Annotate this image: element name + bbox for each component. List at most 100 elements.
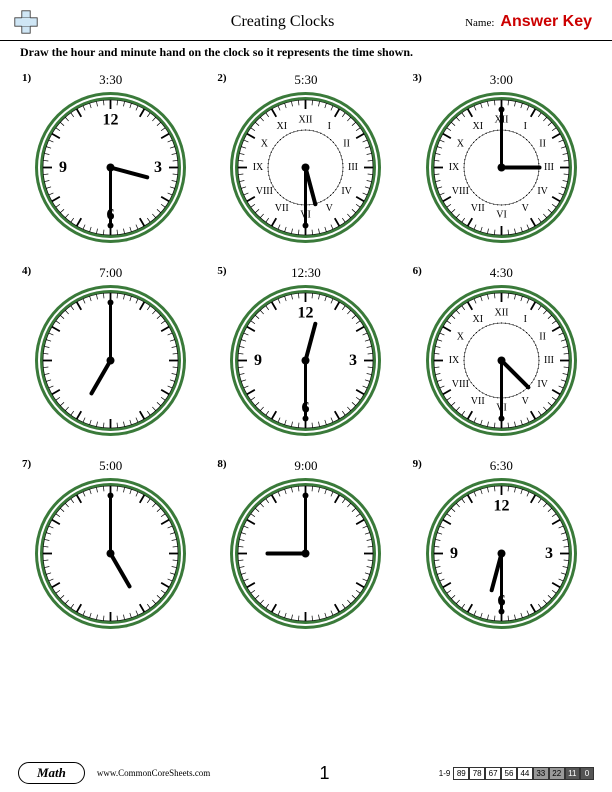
score-range: 1-9 [439, 769, 451, 778]
svg-text:VII: VII [471, 203, 485, 214]
clock-face: 12369 [424, 476, 579, 631]
svg-text:IX: IX [253, 162, 264, 173]
svg-text:IV: IV [537, 379, 548, 390]
problem-number: 1) [22, 72, 31, 84]
svg-text:XII: XII [299, 115, 313, 126]
header-left [12, 8, 40, 36]
svg-text:9: 9 [59, 159, 67, 176]
clock-cell: 7) 5:00 [18, 458, 203, 631]
svg-text:3: 3 [154, 159, 162, 176]
svg-text:I: I [328, 121, 331, 132]
svg-text:X: X [261, 138, 269, 149]
score-cell: 0 [580, 767, 594, 780]
time-label: 9:00 [213, 458, 398, 474]
clock-cell: 6) 4:30 XIIIIIIIIIVVVIVIIVIIIIXXXI [409, 265, 594, 438]
worksheet-footer: Math www.CommonCoreSheets.com 1 1-9 8978… [0, 762, 612, 784]
clock-face: XIIIIIIIIIVVVIVIIVIIIIXXXI [424, 90, 579, 245]
svg-text:II: II [539, 331, 546, 342]
clock-face: 12369 [228, 283, 383, 438]
score-cell: 33 [533, 767, 549, 780]
time-label: 5:30 [213, 72, 398, 88]
clock-wrap: 12369 [18, 90, 203, 245]
clock-face [33, 283, 188, 438]
worksheet-title: Creating Clocks [100, 13, 465, 31]
svg-text:II: II [344, 138, 351, 149]
clock-wrap [18, 476, 203, 631]
svg-text:IV: IV [342, 186, 353, 197]
clock-cell: 2) 5:30 XIIIIIIIIIVVVIVIIVIIIIXXXI [213, 72, 398, 245]
time-label: 3:30 [18, 72, 203, 88]
svg-text:X: X [457, 331, 465, 342]
svg-text:VII: VII [471, 396, 485, 407]
svg-text:VIII: VIII [452, 186, 469, 197]
time-label: 4:30 [409, 265, 594, 281]
clock-wrap: XIIIIIIIIIVVVIVIIVIIIIXXXI [409, 90, 594, 245]
svg-text:III: III [348, 162, 358, 173]
problem-number: 5) [217, 265, 226, 277]
svg-text:9: 9 [450, 545, 458, 562]
svg-text:12: 12 [298, 305, 314, 322]
header-right: Name: Answer Key [465, 13, 592, 31]
logo-icon [12, 8, 40, 36]
clock-wrap: 12369 [213, 283, 398, 438]
source-url: www.CommonCoreSheets.com [97, 768, 210, 778]
svg-text:9: 9 [254, 352, 262, 369]
clock-wrap: 12369 [409, 476, 594, 631]
svg-text:XII: XII [494, 308, 508, 319]
problem-number: 3) [413, 72, 422, 84]
problem-number: 4) [22, 265, 31, 277]
problem-number: 7) [22, 458, 31, 470]
svg-text:V: V [326, 203, 334, 214]
svg-text:IX: IX [449, 355, 460, 366]
problem-number: 8) [217, 458, 226, 470]
svg-text:VI: VI [496, 210, 507, 221]
problem-number: 9) [413, 458, 422, 470]
clock-cell: 5) 12:30 12369 [213, 265, 398, 438]
clock-cell: 9) 6:30 12369 [409, 458, 594, 631]
clock-face [33, 476, 188, 631]
answer-key-label: Answer Key [500, 13, 592, 31]
name-label: Name: [465, 17, 494, 29]
score-cell: 67 [485, 767, 501, 780]
score-cell: 11 [565, 767, 580, 780]
clock-face [228, 476, 383, 631]
problem-number: 6) [413, 265, 422, 277]
subject-pill: Math [18, 762, 85, 784]
clock-grid: 1) 3:30 12369 2) 5:30 XIIIIIIIIIVVVIVIIV… [0, 64, 612, 631]
svg-text:3: 3 [349, 352, 357, 369]
worksheet-header: Creating Clocks Name: Answer Key [0, 0, 612, 41]
svg-text:V: V [521, 203, 529, 214]
score-row: 1-9 89786756443322110 [439, 767, 594, 780]
clock-face: XIIIIIIIIIVVVIVIIVIIIIXXXI [424, 283, 579, 438]
instruction-text: Draw the hour and minute hand on the clo… [0, 41, 612, 64]
time-label: 3:00 [409, 72, 594, 88]
time-label: 6:30 [409, 458, 594, 474]
svg-text:12: 12 [103, 112, 119, 129]
svg-text:VIII: VIII [452, 379, 469, 390]
svg-text:IV: IV [537, 186, 548, 197]
svg-text:X: X [457, 138, 465, 149]
time-label: 5:00 [18, 458, 203, 474]
clock-cell: 4) 7:00 [18, 265, 203, 438]
clock-wrap [18, 283, 203, 438]
clock-face: 12369 [33, 90, 188, 245]
score-cell: 44 [517, 767, 533, 780]
svg-text:III: III [544, 162, 554, 173]
svg-text:XI: XI [472, 314, 483, 325]
clock-wrap [213, 476, 398, 631]
score-cell: 22 [549, 767, 565, 780]
svg-text:XI: XI [277, 121, 288, 132]
svg-text:III: III [544, 355, 554, 366]
score-cell: 89 [453, 767, 469, 780]
svg-text:II: II [539, 138, 546, 149]
time-label: 7:00 [18, 265, 203, 281]
svg-text:12: 12 [493, 498, 509, 515]
score-cell: 78 [469, 767, 485, 780]
clock-cell: 3) 3:00 XIIIIIIIIIVVVIVIIVIIIIXXXI [409, 72, 594, 245]
page-number: 1 [320, 763, 330, 784]
svg-text:I: I [523, 121, 526, 132]
svg-text:V: V [521, 396, 529, 407]
clock-cell: 8) 9:00 [213, 458, 398, 631]
clock-face: XIIIIIIIIIVVVIVIIVIIIIXXXI [228, 90, 383, 245]
score-cell: 56 [501, 767, 517, 780]
